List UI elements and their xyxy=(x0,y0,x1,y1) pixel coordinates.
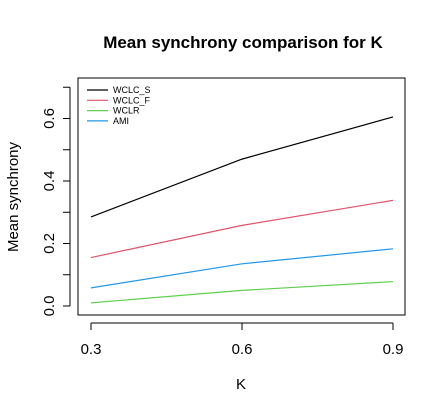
y-axis: 0.0 0.2 0.4 0.6 xyxy=(41,86,71,317)
y-tick-label: 0.2 xyxy=(41,233,58,254)
y-tick-label: 0.6 xyxy=(41,108,58,129)
x-axis: 0.3 0.6 0.9 xyxy=(81,322,404,358)
x-tick-label: 0.3 xyxy=(81,341,102,358)
y-tick-label: 0.4 xyxy=(41,171,58,192)
legend-label: WCLC_F xyxy=(113,95,151,105)
x-tick-label: 0.6 xyxy=(232,341,253,358)
series-line-wclc-s xyxy=(90,116,394,218)
legend-label: AMI xyxy=(113,116,129,126)
x-axis-label: K xyxy=(236,376,246,393)
legend-label: WCLR xyxy=(113,106,140,116)
series-line-wclr xyxy=(90,281,394,304)
legend-label: WCLC_S xyxy=(113,85,151,95)
x-tick-label: 0.9 xyxy=(383,341,404,358)
series-layer xyxy=(90,116,394,304)
series-line-ami xyxy=(90,248,394,289)
chart-title: Mean synchrony comparison for K xyxy=(103,33,383,52)
series-line-wclc-f xyxy=(90,199,394,259)
y-tick-label: 0.0 xyxy=(41,296,58,317)
plot-frame xyxy=(77,77,406,316)
y-axis-label: Mean synchrony xyxy=(5,141,22,252)
